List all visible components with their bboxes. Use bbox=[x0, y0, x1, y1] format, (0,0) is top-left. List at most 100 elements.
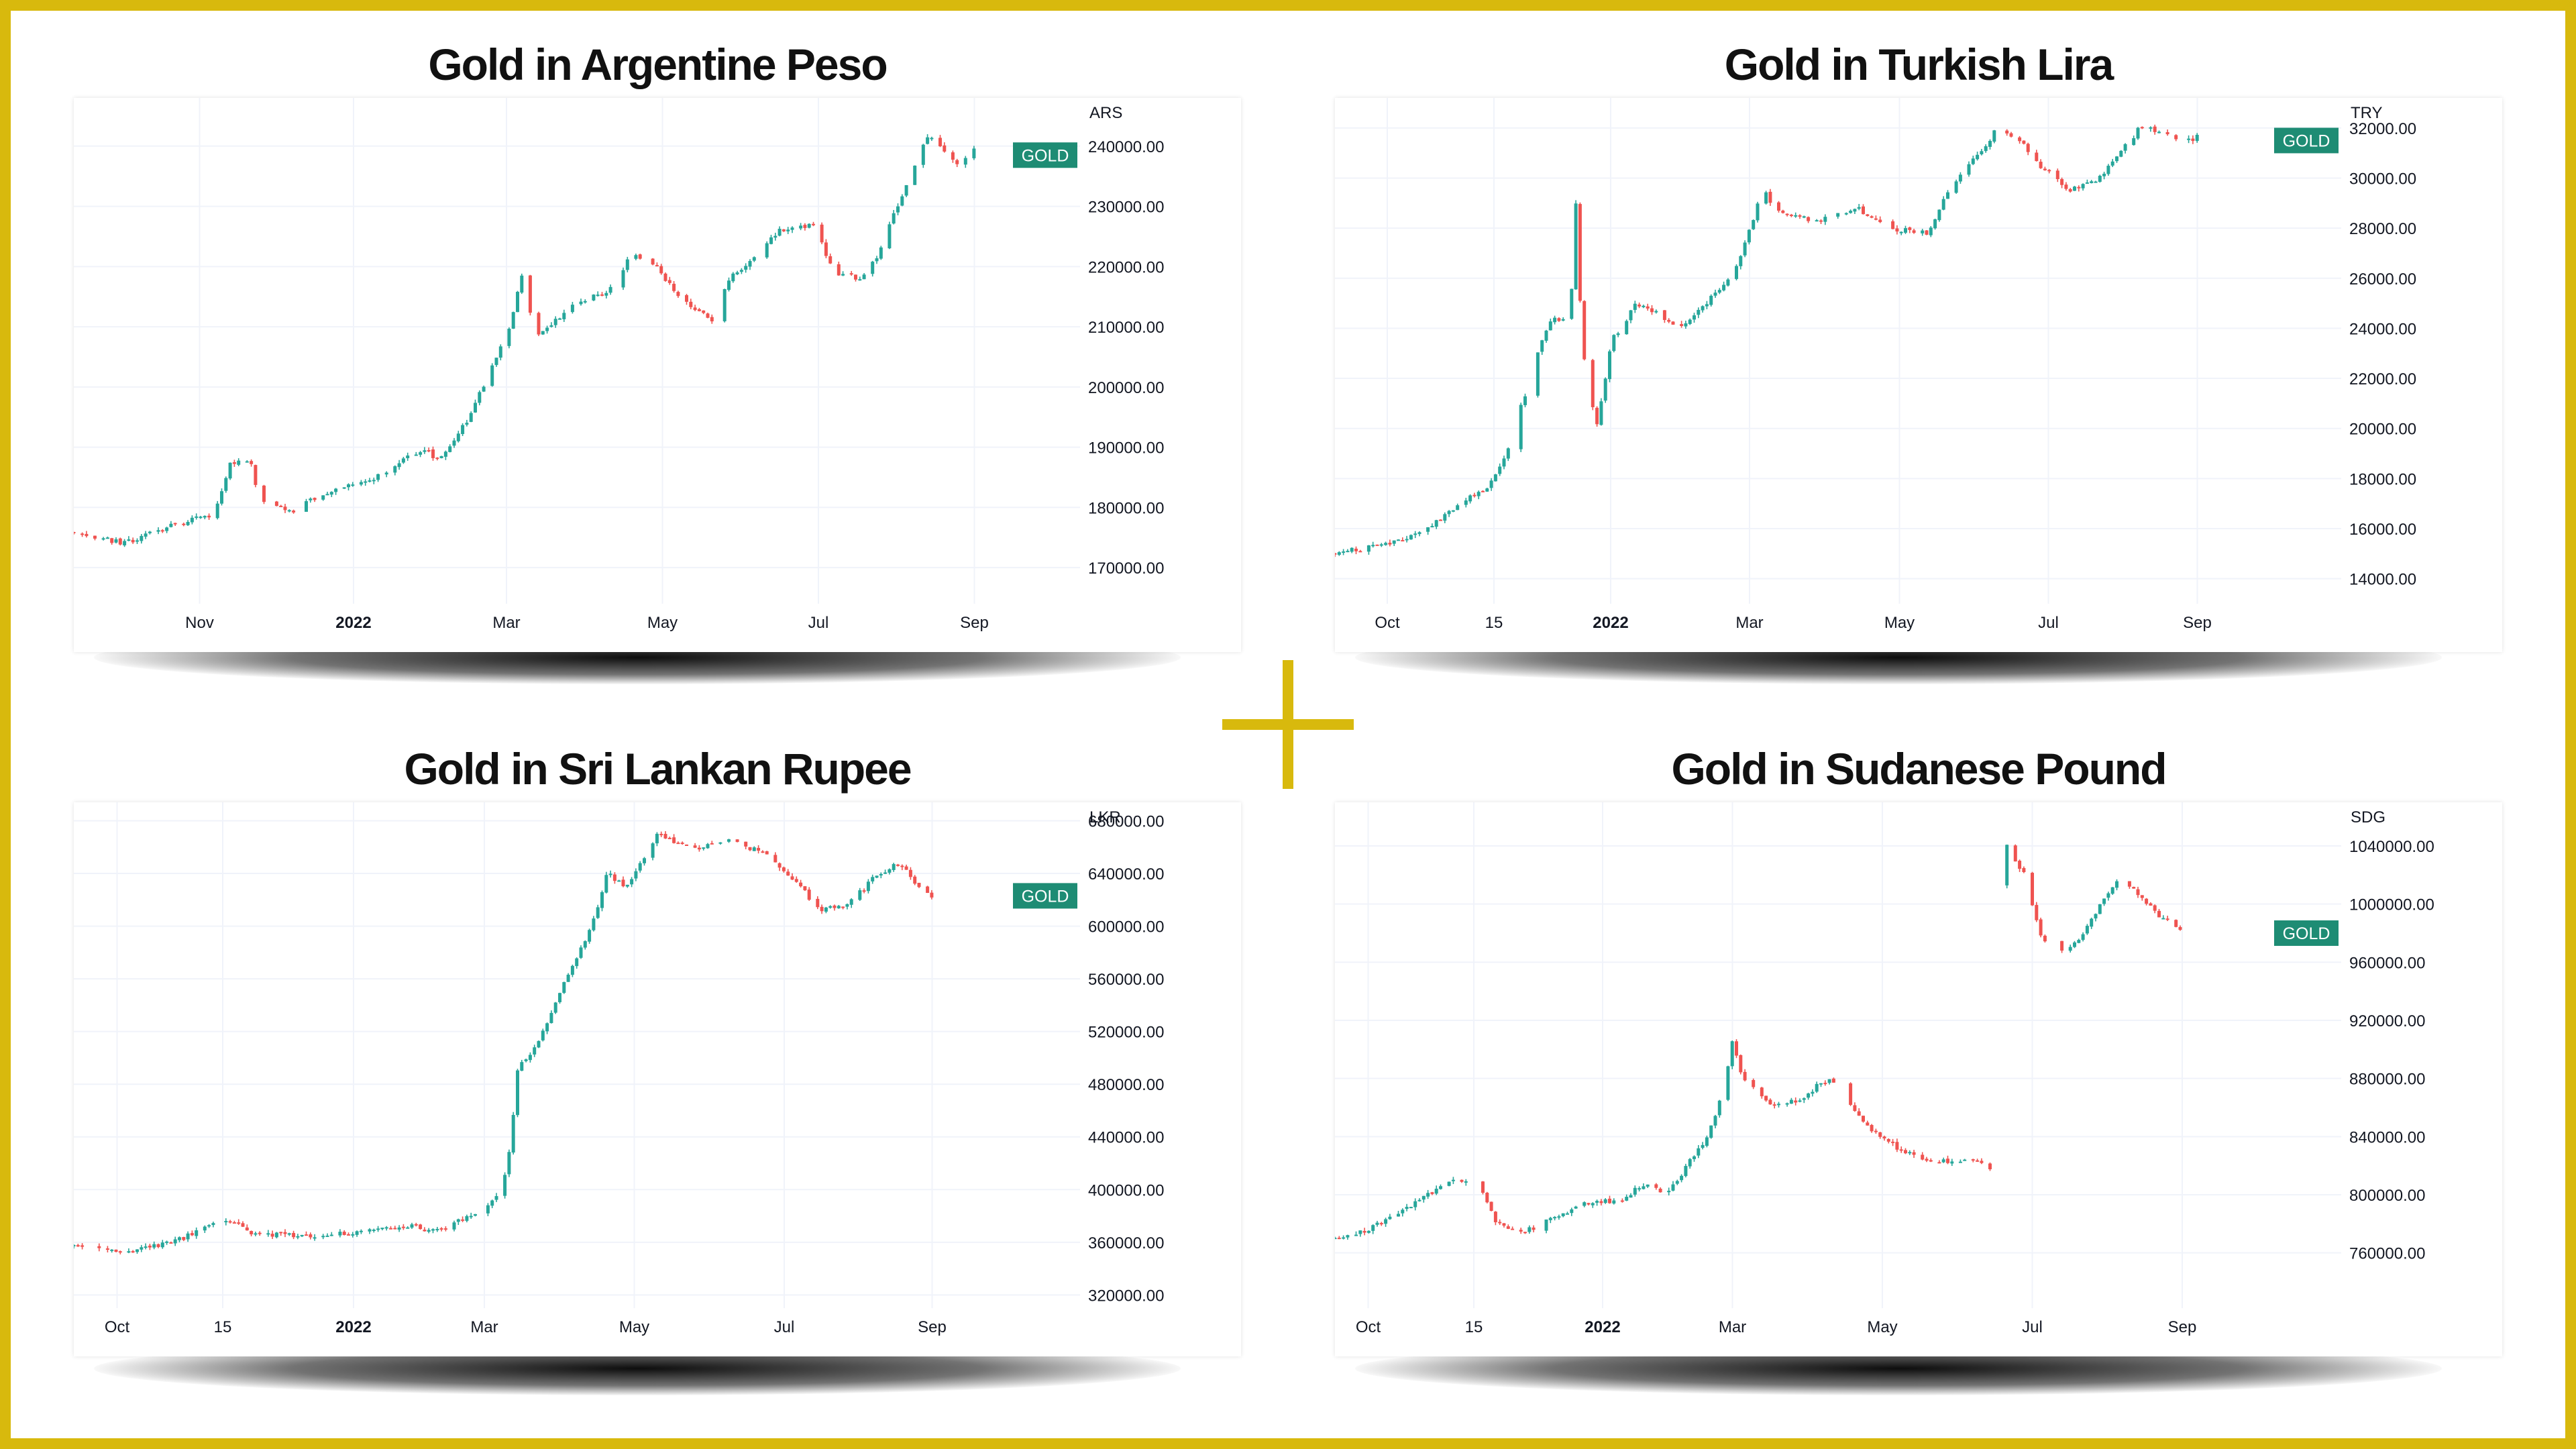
candle bbox=[917, 882, 921, 888]
y-tick-label: 560000.00 bbox=[1088, 971, 1164, 989]
y-tick-label: 1040000.00 bbox=[2349, 838, 2434, 856]
candle bbox=[520, 1059, 524, 1071]
candle bbox=[1857, 204, 1861, 211]
candle bbox=[1409, 534, 1413, 540]
candle bbox=[136, 1249, 139, 1254]
candle bbox=[101, 537, 105, 541]
candle bbox=[1629, 1193, 1633, 1198]
candle bbox=[803, 223, 807, 231]
candle bbox=[105, 1246, 109, 1252]
candle bbox=[794, 876, 798, 883]
candle bbox=[1498, 1219, 1502, 1226]
candle bbox=[1456, 503, 1460, 511]
candle bbox=[237, 1219, 241, 1225]
candle bbox=[955, 158, 959, 168]
x-tick-label: Nov bbox=[185, 614, 214, 632]
candle bbox=[452, 1220, 456, 1232]
candle bbox=[1680, 321, 1684, 328]
candle bbox=[663, 272, 667, 282]
x-tick-label: Oct bbox=[1356, 1318, 1381, 1336]
candle bbox=[972, 146, 976, 160]
candle bbox=[1371, 541, 1375, 548]
candle bbox=[2060, 177, 2064, 189]
candle bbox=[461, 1216, 465, 1222]
candle bbox=[250, 459, 254, 467]
candle bbox=[638, 254, 642, 260]
candle bbox=[866, 879, 870, 894]
candle bbox=[419, 1224, 423, 1230]
candle bbox=[2085, 924, 2089, 935]
candle bbox=[1853, 208, 1857, 215]
candle bbox=[461, 423, 465, 437]
candle bbox=[2013, 844, 2017, 862]
candle bbox=[841, 271, 845, 276]
candle bbox=[761, 850, 765, 853]
candle bbox=[617, 879, 621, 882]
candle bbox=[1764, 1095, 1768, 1102]
series-badge-label: GOLD bbox=[1022, 146, 1069, 165]
candle bbox=[1688, 318, 1692, 325]
y-tick-label: 480000.00 bbox=[1088, 1076, 1164, 1094]
candle bbox=[2115, 879, 2118, 891]
candle bbox=[1667, 318, 1671, 323]
candle bbox=[849, 898, 853, 908]
candle bbox=[1633, 301, 1637, 313]
candle bbox=[1807, 1092, 1811, 1100]
candle bbox=[1366, 545, 1371, 555]
candle bbox=[672, 280, 676, 293]
candle bbox=[1971, 1159, 1975, 1163]
candle bbox=[456, 431, 460, 443]
y-tick-label: 28000.00 bbox=[2349, 220, 2416, 238]
candle bbox=[799, 223, 803, 231]
candle bbox=[148, 531, 152, 535]
candle bbox=[1908, 226, 1912, 233]
candle bbox=[562, 981, 566, 994]
candle bbox=[1629, 310, 1633, 323]
y-tick-label: 180000.00 bbox=[1088, 499, 1164, 517]
candle bbox=[136, 538, 139, 544]
candle bbox=[2195, 133, 2199, 143]
candle bbox=[1693, 1155, 1696, 1162]
candle bbox=[1756, 201, 1760, 223]
candle bbox=[1717, 1099, 1721, 1118]
y-tick-label: 210000.00 bbox=[1088, 319, 1164, 337]
candle bbox=[507, 1149, 511, 1177]
candle bbox=[1335, 552, 1337, 557]
candle bbox=[2157, 130, 2161, 133]
candle bbox=[486, 1203, 490, 1216]
candle bbox=[372, 477, 376, 484]
candle bbox=[325, 491, 329, 496]
candle bbox=[710, 314, 714, 324]
candle bbox=[435, 457, 439, 461]
series-badge: GOLD bbox=[2274, 920, 2339, 946]
candle bbox=[837, 262, 841, 276]
x-tick-label: Sep bbox=[918, 1318, 947, 1336]
y-tick-label: 22000.00 bbox=[2349, 370, 2416, 388]
candle bbox=[892, 210, 896, 225]
candle bbox=[123, 539, 127, 547]
candle bbox=[896, 203, 900, 215]
series-badge-label: GOLD bbox=[2283, 131, 2330, 150]
candle bbox=[250, 1230, 254, 1236]
candle bbox=[372, 1228, 376, 1233]
candle bbox=[1886, 1138, 1890, 1144]
candle bbox=[2022, 140, 2026, 145]
candle bbox=[148, 1243, 152, 1250]
candle bbox=[1992, 129, 1996, 144]
candle bbox=[1827, 1079, 1831, 1085]
candle bbox=[963, 156, 967, 168]
candle bbox=[439, 1227, 443, 1232]
candle bbox=[494, 358, 498, 367]
candle bbox=[765, 851, 769, 855]
candle bbox=[1397, 1210, 1400, 1217]
candle bbox=[1802, 215, 1806, 219]
candle bbox=[1950, 1159, 1954, 1167]
candle bbox=[1392, 540, 1396, 547]
candle bbox=[537, 311, 541, 337]
candle bbox=[1794, 1097, 1798, 1106]
candle bbox=[376, 1226, 380, 1232]
candle bbox=[131, 1250, 135, 1253]
candle bbox=[1895, 225, 1899, 235]
candle bbox=[1595, 1199, 1599, 1206]
candle bbox=[220, 488, 223, 506]
